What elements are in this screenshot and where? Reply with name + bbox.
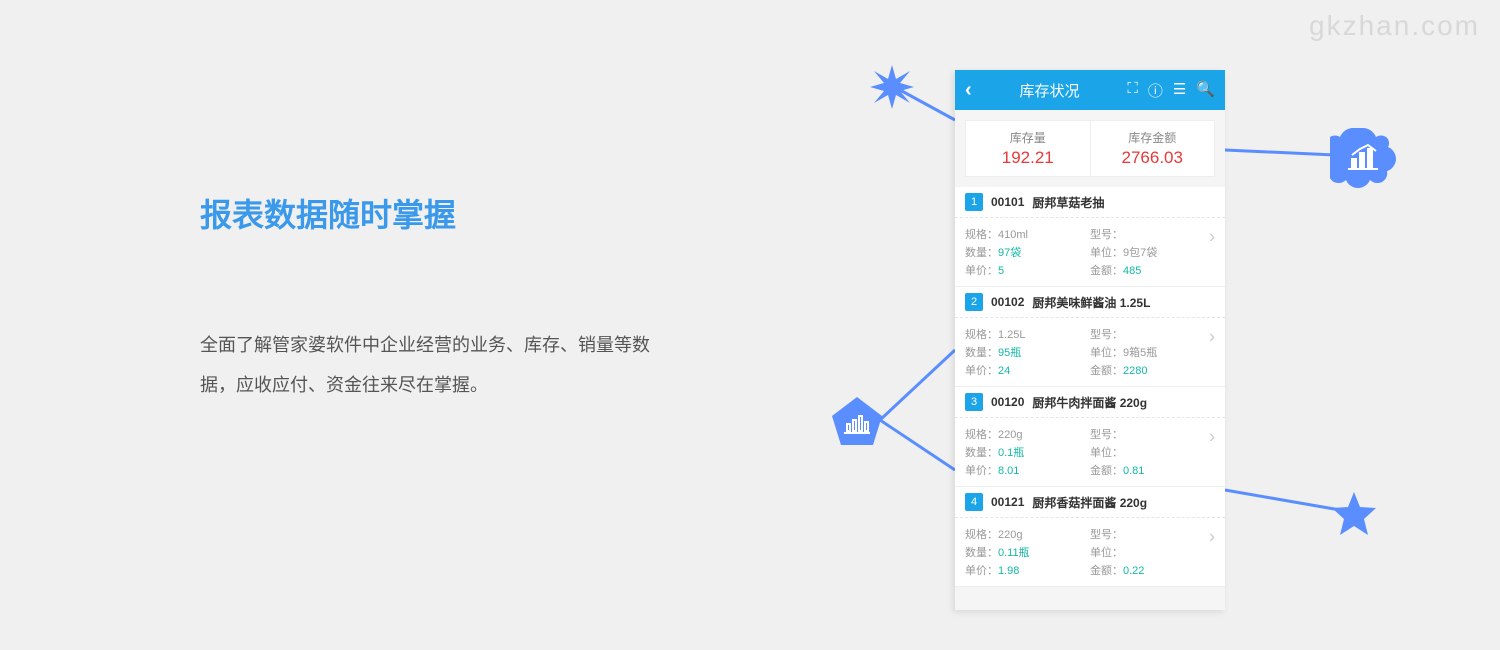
- item-qty: 数量：0.11瓶: [965, 544, 1090, 560]
- item-spec: 规格：410ml: [965, 226, 1090, 242]
- item-price: 单价：24: [965, 362, 1090, 378]
- item-unit: 单位：: [1090, 444, 1215, 460]
- item-amount: 金额：0.81: [1090, 462, 1215, 478]
- item-spec: 规格：220g: [965, 526, 1090, 542]
- item-model: 型号：: [1090, 526, 1215, 542]
- item-unit: 单位：9箱5瓶: [1090, 344, 1215, 360]
- item-unit: 单位：: [1090, 544, 1215, 560]
- cloud-chart-icon: [1330, 125, 1396, 191]
- item-code: 00120: [991, 395, 1024, 409]
- item-amount: 金额：2280: [1090, 362, 1215, 378]
- header-icon-group: ⛶ ⓘ ☰ 🔍: [1127, 80, 1215, 101]
- pentagon-chart-icon: [830, 395, 884, 449]
- item-qty: 数量：0.1瓶: [965, 444, 1090, 460]
- item-unit: 单位：9包7袋: [1090, 244, 1215, 260]
- item-name: 厨邦牛肉拌面酱 220g: [1032, 394, 1147, 411]
- item-qty: 数量：97袋: [965, 244, 1090, 260]
- item-model: 型号：: [1090, 226, 1215, 242]
- summary-qty-label: 库存量: [966, 129, 1090, 146]
- summary-amount-label: 库存金额: [1091, 129, 1215, 146]
- summary-card: 库存量 192.21 库存金额 2766.03: [965, 120, 1215, 177]
- summary-amount: 库存金额 2766.03: [1091, 121, 1215, 176]
- item-model: 型号：: [1090, 426, 1215, 442]
- item-amount: 金额：0.22: [1090, 562, 1215, 578]
- app-header: ‹ 库存状况 ⛶ ⓘ ☰ 🔍: [955, 70, 1225, 110]
- item-name: 厨邦美味鲜酱油 1.25L: [1032, 294, 1150, 311]
- item-number-badge: 4: [965, 493, 983, 511]
- item-price: 单价：8.01: [965, 462, 1090, 478]
- item-price: 单价：5: [965, 262, 1090, 278]
- inventory-item[interactable]: 1 00101 厨邦草菇老抽 规格：410ml 型号： 数量：97袋 单位：9包…: [955, 187, 1225, 287]
- chevron-right-icon: ›: [1209, 226, 1215, 247]
- summary-qty-value: 192.21: [966, 148, 1090, 168]
- burst-icon: [870, 65, 914, 109]
- chevron-right-icon: ›: [1209, 326, 1215, 347]
- item-number-badge: 3: [965, 393, 983, 411]
- hero-heading: 报表数据随时掌握: [200, 190, 680, 236]
- item-name: 厨邦草菇老抽: [1032, 194, 1104, 211]
- back-icon[interactable]: ‹: [965, 79, 972, 102]
- item-name: 厨邦香菇拌面酱 220g: [1032, 494, 1147, 511]
- search-icon[interactable]: 🔍: [1196, 80, 1215, 101]
- star-icon: [1330, 490, 1378, 538]
- list-icon[interactable]: ☰: [1173, 80, 1186, 101]
- summary-amount-value: 2766.03: [1091, 148, 1215, 168]
- item-amount: 金额：485: [1090, 262, 1215, 278]
- item-number-badge: 1: [965, 193, 983, 211]
- watermark-text: gkzhan.com: [1309, 10, 1480, 42]
- mobile-screenshot: ‹ 库存状况 ⛶ ⓘ ☰ 🔍 库存量 192.21 库存金额 2766.03 1…: [955, 70, 1225, 610]
- item-price: 单价：1.98: [965, 562, 1090, 578]
- scan-icon[interactable]: ⛶: [1127, 80, 1138, 101]
- item-code: 00102: [991, 295, 1024, 309]
- chevron-right-icon: ›: [1209, 426, 1215, 447]
- item-code: 00121: [991, 495, 1024, 509]
- item-spec: 规格：1.25L: [965, 326, 1090, 342]
- item-number-badge: 2: [965, 293, 983, 311]
- inventory-item[interactable]: 4 00121 厨邦香菇拌面酱 220g 规格：220g 型号： 数量：0.11…: [955, 487, 1225, 587]
- item-code: 00101: [991, 195, 1024, 209]
- item-qty: 数量：95瓶: [965, 344, 1090, 360]
- inventory-list: 1 00101 厨邦草菇老抽 规格：410ml 型号： 数量：97袋 单位：9包…: [955, 187, 1225, 587]
- item-model: 型号：: [1090, 326, 1215, 342]
- summary-qty: 库存量 192.21: [966, 121, 1091, 176]
- app-title: 库存状况: [1019, 80, 1079, 101]
- chevron-right-icon: ›: [1209, 526, 1215, 547]
- item-spec: 规格：220g: [965, 426, 1090, 442]
- hero-section: 报表数据随时掌握 全面了解管家婆软件中企业经营的业务、库存、销量等数据，应收应付…: [200, 190, 680, 405]
- hero-description: 全面了解管家婆软件中企业经营的业务、库存、销量等数据，应收应付、资金往来尽在掌握…: [200, 326, 680, 405]
- inventory-item[interactable]: 3 00120 厨邦牛肉拌面酱 220g 规格：220g 型号： 数量：0.1瓶…: [955, 387, 1225, 487]
- info-icon[interactable]: ⓘ: [1148, 80, 1163, 101]
- inventory-item[interactable]: 2 00102 厨邦美味鲜酱油 1.25L 规格：1.25L 型号： 数量：95…: [955, 287, 1225, 387]
